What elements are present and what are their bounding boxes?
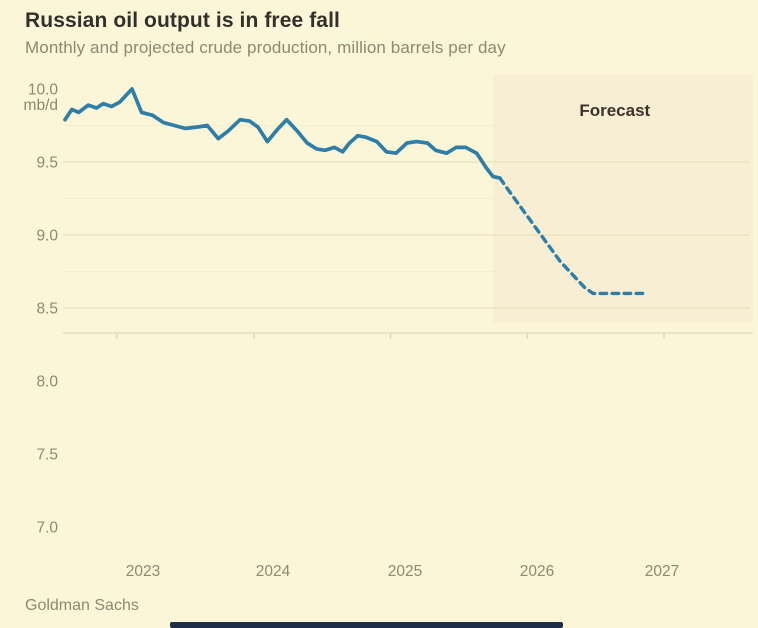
chart-title: Russian oil output is in free fall	[25, 9, 340, 32]
y-tick-label: 8.5	[36, 301, 58, 318]
y-tick-label: 7.0	[36, 520, 58, 537]
bottom-bar	[170, 622, 563, 628]
y-tick-label: 7.5	[36, 447, 58, 464]
x-tick-label: 2027	[645, 563, 679, 580]
x-tick-label: 2025	[388, 563, 422, 580]
forecast-series-line	[498, 176, 650, 296]
y-tick-label: 8.0	[36, 374, 58, 391]
source-attribution: Goldman Sachs	[25, 597, 139, 614]
x-tick-label: 2024	[256, 563, 291, 580]
x-tick-label: 2023	[126, 563, 160, 580]
y-tick-label: 9.0	[36, 228, 58, 245]
chart-subtitle: Monthly and projected crude production, …	[25, 38, 506, 57]
actual-series-line	[63, 87, 502, 180]
x-tick-label: 2026	[520, 563, 554, 580]
forecast-label: Forecast	[579, 101, 650, 120]
y-axis-unit-label: mb/d	[24, 97, 58, 114]
y-tick-label: 9.5	[36, 155, 58, 172]
y-tick-label: 10.0	[28, 82, 59, 99]
